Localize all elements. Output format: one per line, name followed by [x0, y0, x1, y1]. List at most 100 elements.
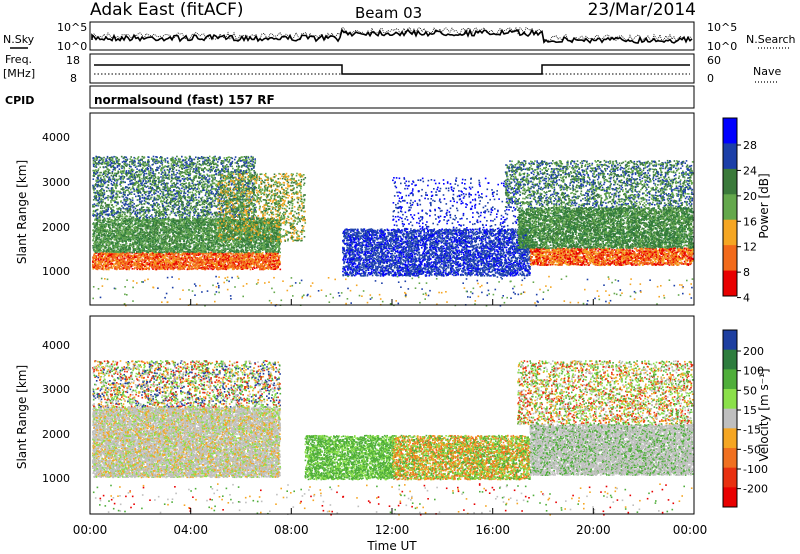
- scatter-point: [188, 264, 190, 266]
- scatter-point: [188, 257, 190, 259]
- scatter-point: [275, 260, 277, 262]
- scatter-point: [244, 265, 246, 267]
- scatter-point: [222, 259, 224, 261]
- scatter-point: [172, 255, 174, 257]
- scatter-point: [218, 256, 220, 258]
- scatter-point: [215, 259, 217, 261]
- scatter-point: [172, 262, 174, 264]
- scatter-point: [139, 269, 141, 271]
- scatter-point: [132, 257, 134, 259]
- scatter-point: [102, 257, 104, 259]
- scatter-point: [244, 262, 246, 264]
- scatter-point: [164, 255, 166, 257]
- scatter-point: [220, 262, 222, 264]
- scatter-point: [186, 258, 188, 260]
- scatter-point: [215, 253, 217, 255]
- scatter-point: [255, 259, 257, 261]
- scatter-point: [196, 257, 198, 259]
- scatter-point: [114, 257, 116, 259]
- scatter-point: [164, 257, 166, 259]
- scatter-point: [250, 257, 252, 259]
- scatter-point: [188, 262, 190, 264]
- scatter-point: [177, 260, 179, 262]
- scatter-point: [191, 261, 193, 263]
- scatter-point: [212, 267, 214, 269]
- scatter-point: [166, 255, 168, 257]
- scatter-point: [262, 252, 264, 254]
- scatter-point: [235, 261, 237, 263]
- scatter-point: [142, 255, 144, 257]
- scatter-point: [173, 269, 175, 271]
- scatter-point: [133, 263, 135, 265]
- scatter-point: [146, 263, 148, 265]
- scatter-point: [158, 253, 160, 255]
- scatter-point: [158, 263, 160, 265]
- scatter-point: [246, 254, 248, 256]
- scatter-point: [107, 258, 109, 260]
- scatter-point: [134, 253, 136, 255]
- scatter-point: [235, 253, 237, 255]
- scatter-point: [115, 263, 117, 265]
- scatter-point: [207, 254, 209, 256]
- scatter-point: [247, 258, 249, 260]
- scatter-point: [118, 263, 120, 265]
- scatter-point: [124, 258, 126, 260]
- scatter-point: [204, 255, 206, 257]
- scatter-point: [122, 263, 124, 265]
- scatter-point: [155, 260, 157, 262]
- scatter-point: [232, 255, 234, 257]
- scatter-point: [171, 258, 173, 260]
- scatter-point: [100, 263, 102, 265]
- scatter-point: [202, 259, 204, 261]
- scatter-point: [212, 257, 214, 259]
- scatter-point: [149, 258, 151, 260]
- nave-right-label: Nave: [753, 65, 781, 78]
- scatter-point: [244, 257, 246, 259]
- scatter-point: [225, 259, 227, 261]
- noise-right-tick-top: 10^5: [707, 21, 737, 34]
- scatter-point: [197, 265, 199, 267]
- scatter-point: [223, 254, 225, 256]
- scatter-point: [255, 253, 257, 255]
- scatter-point: [185, 262, 187, 264]
- scatter-point: [120, 261, 122, 263]
- scatter-point: [217, 261, 219, 263]
- scatter-point: [153, 267, 155, 269]
- scatter-point: [201, 267, 203, 269]
- scatter-point: [144, 268, 146, 270]
- scatter-point: [220, 266, 222, 268]
- scatter-point: [269, 264, 271, 266]
- scatter-point: [115, 253, 117, 255]
- scatter-point: [252, 259, 254, 261]
- scatter-point: [93, 267, 95, 269]
- scatter-point: [165, 262, 167, 264]
- scatter-point: [233, 255, 235, 257]
- scatter-point: [195, 268, 197, 270]
- scatter-point: [92, 261, 94, 263]
- scatter-point: [111, 267, 113, 269]
- scatter-point: [254, 261, 256, 263]
- scatter-point: [186, 255, 188, 257]
- scatter-point: [197, 261, 199, 263]
- scatter-point: [191, 257, 193, 259]
- scatter-point: [236, 261, 238, 263]
- scatter-point: [242, 268, 244, 270]
- scatter-point: [128, 269, 130, 271]
- scatter-point: [227, 261, 229, 263]
- noise-left-tick-top: 10^5: [57, 21, 87, 34]
- scatter-point: [160, 267, 162, 269]
- scatter-point: [248, 256, 250, 258]
- freq-right-tick-bottom: 0: [707, 72, 714, 85]
- scatter-point: [218, 255, 220, 257]
- noise-left-tick-bottom: 10^0: [57, 40, 87, 53]
- scatter-point: [269, 254, 271, 256]
- scatter-point: [183, 262, 185, 264]
- scatter-point: [137, 256, 139, 258]
- scatter-point: [262, 266, 264, 268]
- scatter-point: [177, 266, 179, 268]
- scatter-point: [224, 256, 226, 258]
- scatter-point: [216, 263, 218, 265]
- scatter-point: [270, 263, 272, 265]
- scatter-point: [174, 261, 176, 263]
- scatter-point: [250, 258, 252, 260]
